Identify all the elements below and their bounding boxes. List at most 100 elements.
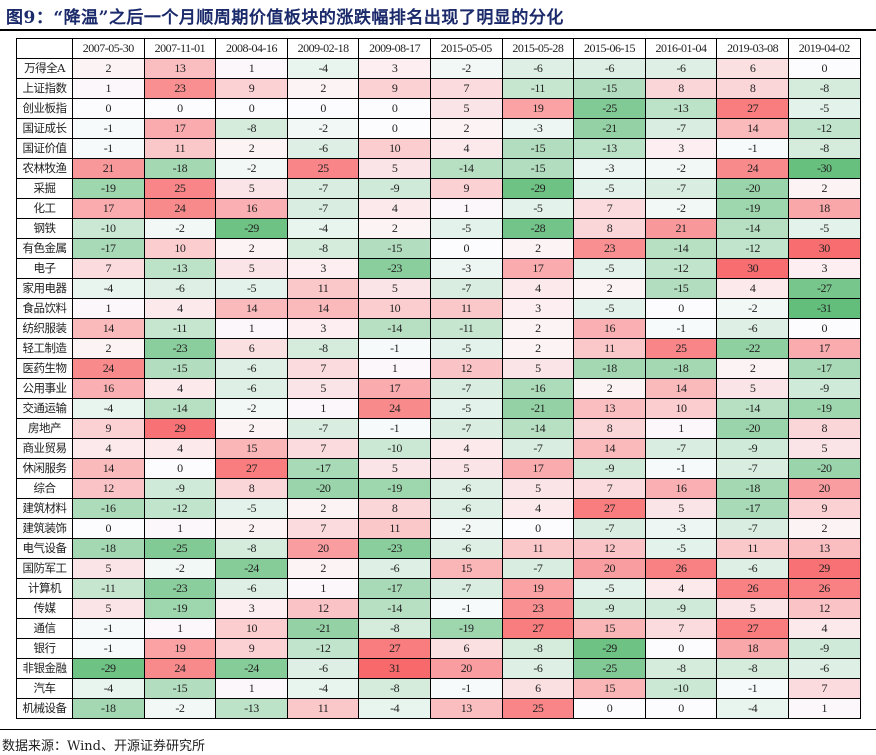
heatmap-cell: 30 xyxy=(787,238,861,259)
heatmap-cell: -1 xyxy=(429,598,503,619)
heatmap-cell: -9 xyxy=(573,458,646,479)
heatmap-cell: 2 xyxy=(358,218,431,239)
heatmap-cell: 0 xyxy=(644,638,718,659)
heatmap-cell: 0 xyxy=(358,118,431,139)
heatmap-cell: 15 xyxy=(215,438,288,459)
heatmap-cell: 5 xyxy=(501,358,575,379)
table-row: 家用电器 -4 -6 -5 11 5 -7 4 2 -15 4 -27 xyxy=(16,278,861,299)
heatmap-cell: -20 xyxy=(716,418,789,439)
heatmap-cell: 31 xyxy=(358,658,431,679)
heatmap-cell: 19 xyxy=(143,638,217,659)
heatmap-cell: -1 xyxy=(716,138,789,159)
heatmap-cell: 0 xyxy=(215,98,288,119)
heatmap-cell: -9 xyxy=(716,438,789,459)
heatmap-cell: -7 xyxy=(716,458,789,479)
table-row: 有色金属 -17 10 2 -8 -15 0 2 23 -14 -12 30 xyxy=(16,238,861,259)
heatmap-cell: -6 xyxy=(429,498,503,519)
heatmap-cell: -4 xyxy=(72,678,145,699)
heatmap-cell: -5 xyxy=(215,278,288,299)
row-label: 电气设备 xyxy=(16,538,73,559)
table-row: 建筑装饰 0 1 2 7 11 -2 0 -7 -3 -7 2 xyxy=(16,518,861,539)
heatmap-cell: -15 xyxy=(573,78,646,99)
heatmap-cell: 2 xyxy=(286,78,360,99)
heatmap-cell: 2 xyxy=(286,558,360,579)
heatmap-cell: 4 xyxy=(501,498,575,519)
heatmap-cell: -4 xyxy=(358,698,431,719)
heatmap-cell: -2 xyxy=(143,698,217,719)
heatmap-cell: -2 xyxy=(215,158,288,179)
heatmap-cell: -5 xyxy=(429,398,503,419)
heatmap-cell: 1 xyxy=(644,418,718,439)
heatmap-cell: 0 xyxy=(644,698,718,719)
row-label: 建筑材料 xyxy=(16,498,73,519)
heatmap-table: 2007-05-30 2007-11-01 2008-04-16 2009-02-18… xyxy=(16,38,861,719)
heatmap-cell: 0 xyxy=(429,238,503,259)
heatmap-cell: 1 xyxy=(787,698,861,719)
heatmap-cell: 12 xyxy=(286,598,360,619)
heatmap-cell: 5 xyxy=(358,158,431,179)
heatmap-cell: 6 xyxy=(501,678,575,699)
heatmap-cell: 0 xyxy=(286,98,360,119)
row-label: 交通运输 xyxy=(16,398,73,419)
heatmap-cell: 16 xyxy=(573,318,646,339)
row-label: 采掘 xyxy=(16,178,73,199)
heatmap-cell: 10 xyxy=(215,618,288,639)
table-row: 通信 -1 1 10 -21 -8 -19 27 15 7 27 4 xyxy=(16,618,861,639)
table-body: 万得全A 2 13 1 -4 3 -2 -6 -6 -6 6 0 上证指数 1 23 9 2 9 7 -11 -15 8 8… xyxy=(16,58,861,719)
heatmap-cell: -10 xyxy=(72,218,145,239)
data-source-note: 数据来源：Wind、开源证券研究所 xyxy=(2,739,205,754)
heatmap-cell: -1 xyxy=(644,318,718,339)
heatmap-cell: -12 xyxy=(716,238,789,259)
row-label: 家用电器 xyxy=(16,278,73,299)
table-row: 房地产 9 29 2 -7 -1 -7 -14 8 1 -20 8 xyxy=(16,418,861,439)
heatmap-cell: -1 xyxy=(644,458,718,479)
heatmap-cell: -12 xyxy=(143,498,217,519)
heatmap-cell: -21 xyxy=(501,398,575,419)
heatmap-cell: -9 xyxy=(787,638,861,659)
heatmap-cell: 10 xyxy=(358,138,431,159)
heatmap-cell: -17 xyxy=(716,498,789,519)
column-header: 2008-04-16 xyxy=(215,38,288,59)
heatmap-cell: -4 xyxy=(72,398,145,419)
corner-cell xyxy=(16,38,73,59)
heatmap-cell: 13 xyxy=(429,698,503,719)
heatmap-cell: 5 xyxy=(716,598,789,619)
heatmap-cell: 16 xyxy=(644,478,718,499)
heatmap-cell: 1 xyxy=(72,78,145,99)
row-label: 非银金融 xyxy=(16,658,73,679)
heatmap-cell: 7 xyxy=(429,78,503,99)
heatmap-cell: 13 xyxy=(787,538,861,559)
heatmap-cell: 17 xyxy=(787,338,861,359)
heatmap-cell: 5 xyxy=(429,458,503,479)
heatmap-cell: 7 xyxy=(573,478,646,499)
heatmap-cell: 29 xyxy=(787,558,861,579)
heatmap-cell: 13 xyxy=(143,58,217,79)
row-label: 通信 xyxy=(16,618,73,639)
row-label: 传媒 xyxy=(16,598,73,619)
heatmap-cell: 0 xyxy=(644,298,718,319)
heatmap-cell: -13 xyxy=(143,258,217,279)
heatmap-cell: -8 xyxy=(358,618,431,639)
heatmap-cell: -19 xyxy=(72,178,145,199)
heatmap-cell: 23 xyxy=(143,78,217,99)
heatmap-cell: 27 xyxy=(501,618,575,639)
column-header: 2019-04-02 xyxy=(787,38,861,59)
heatmap-cell: 16 xyxy=(72,378,145,399)
heatmap-cell: 1 xyxy=(143,518,217,539)
heatmap-cell: 25 xyxy=(501,698,575,719)
heatmap-cell: -1 xyxy=(72,118,145,139)
table-row: 纺织服装 14 -11 1 3 -14 -11 2 16 -1 -6 0 xyxy=(16,318,861,339)
heatmap-cell: 24 xyxy=(72,358,145,379)
row-label: 化工 xyxy=(16,198,73,219)
heatmap-cell: -8 xyxy=(286,338,360,359)
heatmap-cell: -7 xyxy=(501,438,575,459)
heatmap-cell: -14 xyxy=(716,398,789,419)
heatmap-cell: -17 xyxy=(72,238,145,259)
heatmap-cell: 25 xyxy=(143,178,217,199)
table-row: 机械设备 -18 -2 -13 11 -4 13 25 0 0 -4 1 xyxy=(16,698,861,719)
heatmap-cell: -7 xyxy=(501,558,575,579)
heatmap-cell: -18 xyxy=(72,698,145,719)
heatmap-cell: 0 xyxy=(573,698,646,719)
table-row: 公用事业 16 4 -6 5 17 -7 -16 2 14 5 -9 xyxy=(16,378,861,399)
heatmap-cell: -29 xyxy=(215,218,288,239)
